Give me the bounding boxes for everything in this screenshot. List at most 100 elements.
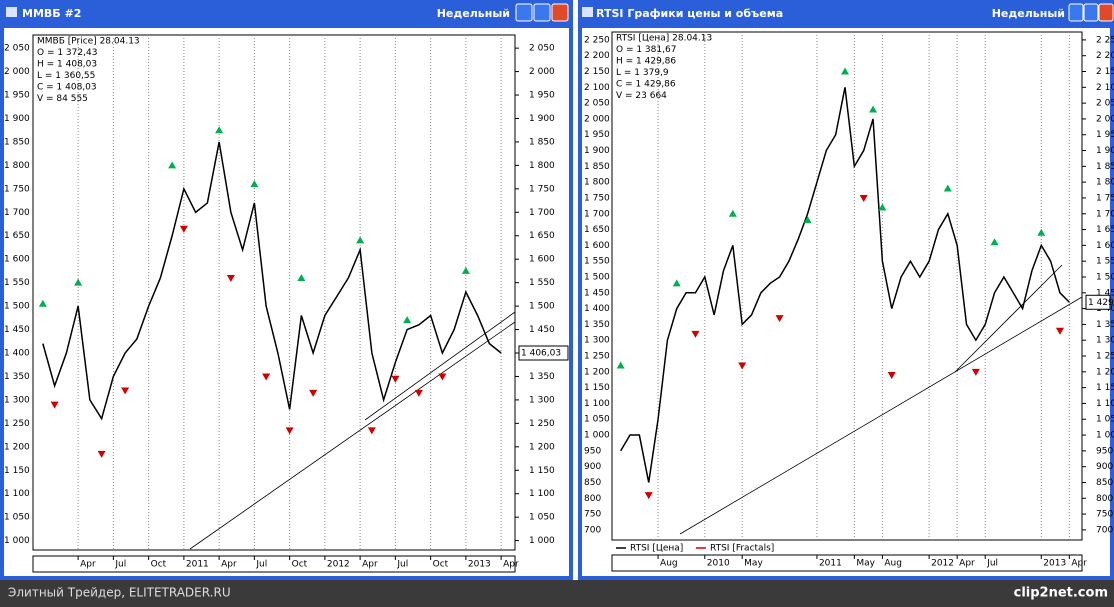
y-tick-label: 1 350 <box>584 320 610 330</box>
window-title: RTSI Графики цены и объема <box>596 7 783 20</box>
fractal-down <box>438 373 447 381</box>
y-tick-label: 1 650 <box>1096 225 1114 235</box>
fractal-down <box>1055 327 1064 335</box>
footer-text: Элитный Трейдер, ELITETRADER.RU <box>8 586 231 600</box>
y-tick-label: 1 350 <box>529 372 555 382</box>
y-tick-label: 1 200 <box>529 442 555 452</box>
fractal-up <box>869 105 878 113</box>
y-tick-label: 1 850 <box>584 162 610 172</box>
x-tick-label: May <box>744 559 763 569</box>
y-tick-label: 1 350 <box>4 372 30 382</box>
y-tick-label: 1 850 <box>4 137 30 147</box>
y-tick-label: 2 100 <box>1096 83 1114 93</box>
x-tick-label: Apr <box>1071 559 1087 569</box>
fractal-down <box>97 450 106 458</box>
x-tick-label: Apr <box>221 560 237 570</box>
x-tick-label: Jul <box>114 560 126 570</box>
y-tick-label: 1 050 <box>4 513 30 523</box>
fractal-down <box>367 427 376 435</box>
y-tick-label: 1 000 <box>4 536 30 546</box>
y-tick-label: 1 450 <box>4 325 30 335</box>
x-tick-label: Apr <box>959 559 975 569</box>
y-tick-label: 2 250 <box>584 35 610 45</box>
fractal-up <box>616 361 625 369</box>
y-tick-label: 1 450 <box>584 288 610 298</box>
y-tick-label: 2 200 <box>584 51 610 61</box>
y-tick-label: 1 600 <box>1096 241 1114 251</box>
price-label-box <box>1085 294 1111 310</box>
fractal-up <box>403 316 412 324</box>
trend-line <box>364 311 516 421</box>
y-tick-label: 950 <box>584 446 601 456</box>
y-tick-label: 1 900 <box>584 146 610 156</box>
x-tick-label: Aug <box>660 559 678 569</box>
y-tick-label: 900 <box>584 462 601 472</box>
y-tick-label: 2 000 <box>584 114 610 124</box>
fractal-down <box>226 274 235 282</box>
fractal-down <box>179 225 188 233</box>
y-tick-label: 1 650 <box>4 231 30 241</box>
y-tick-label: 1 500 <box>529 302 555 312</box>
fractal-down <box>775 315 784 323</box>
fractal-up <box>215 126 224 134</box>
info-line: O = 1 372,43 <box>37 48 97 58</box>
maximize-button[interactable] <box>533 3 551 22</box>
y-tick-label: 1 050 <box>1096 415 1114 425</box>
y-tick-label: 2 200 <box>1096 51 1114 61</box>
info-line: V = 84 555 <box>37 94 88 104</box>
fractal-down <box>50 401 59 409</box>
x-tick-label: 2013 <box>1043 559 1066 569</box>
x-tick-label: 2012 <box>931 559 954 569</box>
fractal-up <box>728 209 737 217</box>
footer-logo: clip2net.com <box>1014 586 1108 601</box>
y-tick-label: 1 950 <box>584 130 610 140</box>
price-label: 1 429,86 <box>1088 298 1114 308</box>
info-line: ММВБ [Price] 28.04.13 <box>37 37 140 47</box>
y-tick-label: 2 050 <box>584 99 610 109</box>
trend-line <box>954 264 1063 373</box>
info-line: RTSI [Цена] 28.04.13 <box>616 34 712 44</box>
y-tick-label: 1 200 <box>584 367 610 377</box>
y-tick-label: 1 000 <box>584 431 610 441</box>
y-tick-label: 750 <box>584 510 601 520</box>
y-tick-label: 750 <box>1096 510 1113 520</box>
info-line: O = 1 381,67 <box>616 45 676 55</box>
price-label: 1 406,03 <box>521 349 561 359</box>
y-tick-label: 1 850 <box>1096 162 1114 172</box>
y-tick-label: 1 250 <box>529 419 555 429</box>
y-tick-label: 2 100 <box>584 83 610 93</box>
fractal-down <box>414 389 423 397</box>
date-axis <box>32 555 516 573</box>
y-tick-label: 1 550 <box>1096 257 1114 267</box>
y-tick-label: 1 150 <box>584 383 610 393</box>
x-tick-label: May <box>856 559 875 569</box>
y-tick-label: 1 950 <box>4 91 30 101</box>
close-button[interactable] <box>551 3 569 22</box>
y-tick-label: 1 700 <box>1096 209 1114 219</box>
info-line: H = 1 429,86 <box>616 57 676 67</box>
fractal-up <box>74 278 83 286</box>
minimize-button[interactable] <box>1068 3 1084 22</box>
fractal-up <box>803 216 812 224</box>
x-tick-label: 2013 <box>468 560 491 570</box>
fractal-down <box>887 371 896 379</box>
price-line <box>620 87 1070 483</box>
close-button[interactable] <box>1098 3 1114 22</box>
y-tick-label: 1 100 <box>1096 399 1114 409</box>
price-label-box <box>518 345 569 361</box>
trend-line <box>189 321 516 550</box>
fractal-up <box>990 238 999 246</box>
y-tick-label: 1 600 <box>584 241 610 251</box>
legend-label: RTSI [Цена] <box>630 544 683 554</box>
fractal-up <box>38 299 47 307</box>
maximize-button[interactable] <box>1083 3 1099 22</box>
plot-area <box>32 34 516 551</box>
y-tick-label: 1 600 <box>529 255 555 265</box>
y-tick-label: 1 300 <box>529 395 555 405</box>
minimize-button[interactable] <box>515 3 533 22</box>
x-tick-label: Jul <box>255 560 267 570</box>
y-tick-label: 1 450 <box>529 325 555 335</box>
y-tick-label: 2 150 <box>1096 67 1114 77</box>
fractal-up <box>250 180 259 188</box>
y-tick-label: 1 150 <box>1096 383 1114 393</box>
